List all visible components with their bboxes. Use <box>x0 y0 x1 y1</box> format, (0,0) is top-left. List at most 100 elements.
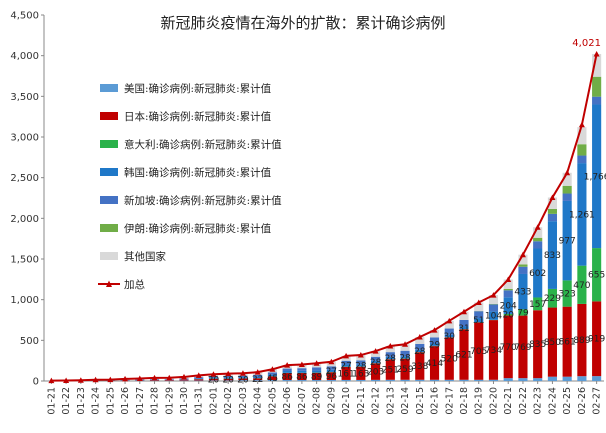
data-label: 655 <box>588 271 605 281</box>
total-point <box>402 341 409 347</box>
legend-label: 美国:确诊病例:新冠肺炎:累计值 <box>124 82 272 95</box>
data-label: 850 <box>544 338 561 348</box>
bar-segment <box>518 273 528 310</box>
bar-segment <box>488 304 499 312</box>
bar-segment <box>547 208 557 214</box>
bar-segment <box>488 379 499 381</box>
data-label: 229 <box>544 294 561 304</box>
bar-segment <box>577 127 587 145</box>
x-tick-label: 01-31 <box>194 387 205 415</box>
bar-segment <box>518 266 528 274</box>
data-label: 28 <box>414 347 426 357</box>
bar-segment <box>503 315 513 379</box>
bar-segment <box>400 350 410 357</box>
total-point <box>269 366 276 372</box>
bar-segment <box>415 343 425 350</box>
bar-segment <box>253 378 263 381</box>
bar-segment <box>488 320 499 380</box>
data-label: 433 <box>514 288 531 298</box>
bar-segment <box>562 172 572 186</box>
bar-segment <box>429 343 440 346</box>
total-point <box>313 360 320 366</box>
x-tick-label: 02-02 <box>223 387 234 415</box>
data-label: 20 <box>222 376 234 386</box>
bar-segment <box>282 380 292 381</box>
bar-segment <box>385 356 395 360</box>
total-point <box>446 317 453 324</box>
bar-segment <box>326 366 336 370</box>
bar-segment <box>562 193 572 201</box>
bar-segment <box>577 376 587 381</box>
bar-segment <box>371 363 381 380</box>
y-tick-label: 1,500 <box>10 255 39 266</box>
legend-label: 日本:确诊病例:新冠肺炎:累计值 <box>124 110 272 123</box>
bar-segment <box>444 320 454 329</box>
bar-segment <box>533 297 543 311</box>
bar-segment <box>459 319 469 327</box>
bar-segment <box>326 372 336 381</box>
bar-segment <box>488 295 499 305</box>
bar-segment <box>488 311 499 320</box>
bar-segment <box>474 318 484 323</box>
bar-segment <box>312 367 322 371</box>
total-point <box>254 369 261 375</box>
bar-segment <box>297 370 307 373</box>
bar-segment <box>253 374 263 377</box>
legend-label: 新加坡:确诊病例:新冠肺炎:累计值 <box>124 194 282 207</box>
x-tick-label: 01-23 <box>76 387 87 415</box>
total-point <box>578 121 585 128</box>
bar-segment <box>459 379 469 381</box>
total-point <box>534 224 541 230</box>
total-point <box>107 376 114 383</box>
total-point <box>195 372 202 378</box>
chart-title: 新冠肺炎疫情在海外的扩散：累计确诊病例 <box>160 14 445 32</box>
bar-segment <box>371 351 381 357</box>
x-tick-label: 01-28 <box>150 387 161 415</box>
bar-segment <box>474 322 484 380</box>
bar-segment <box>356 364 366 367</box>
bar-segment <box>385 359 395 380</box>
bar-segment <box>208 380 219 381</box>
data-label: 20 <box>208 376 220 386</box>
bar-segment <box>592 96 602 105</box>
data-label: 602 <box>529 269 546 279</box>
y-tick-label: 3,500 <box>10 92 39 103</box>
x-tick-label: 02-20 <box>488 387 499 415</box>
x-tick-label: 02-04 <box>253 387 264 415</box>
y-tick-label: 4,500 <box>10 11 39 22</box>
bar-segment <box>518 315 528 379</box>
bar-segment <box>297 380 307 381</box>
total-point <box>593 50 600 57</box>
data-label: 835 <box>529 340 546 350</box>
total-point <box>77 377 84 383</box>
total-point <box>166 374 173 381</box>
bar-segment <box>592 104 602 249</box>
bar-segment <box>577 163 587 266</box>
legend-swatch <box>100 84 118 92</box>
bar-segment <box>474 379 484 381</box>
x-tick-label: 01-24 <box>91 387 102 415</box>
bar-segment <box>547 307 557 377</box>
bar-segment <box>282 368 292 371</box>
bar-segment <box>547 197 557 209</box>
x-tick-label: 02-13 <box>385 387 396 415</box>
data-label: 22 <box>252 375 263 385</box>
x-tick-label: 01-29 <box>164 387 175 415</box>
data-label: 51 <box>473 316 484 326</box>
bar-segment <box>415 349 425 353</box>
data-label: 203 <box>367 368 384 378</box>
bar-segment <box>577 265 587 304</box>
x-tick-label: 01-21 <box>46 387 57 415</box>
data-label: 204 <box>500 302 517 312</box>
bar-segment <box>459 311 469 320</box>
bar-segment <box>459 326 469 330</box>
bar-segment <box>429 346 440 380</box>
data-label: 30 <box>444 332 456 342</box>
bar-segment <box>341 364 351 367</box>
legend: 美国:确诊病例:新冠肺炎:累计值日本:确诊病例:新冠肺炎:累计值意大利:确诊病例… <box>98 82 282 291</box>
x-tick-label: 02-14 <box>400 387 411 415</box>
data-label: 28 <box>370 358 382 368</box>
bar-segment <box>267 380 277 381</box>
y-tick-label: 0 <box>33 377 39 388</box>
legend-label: 其他国家 <box>124 250 166 263</box>
